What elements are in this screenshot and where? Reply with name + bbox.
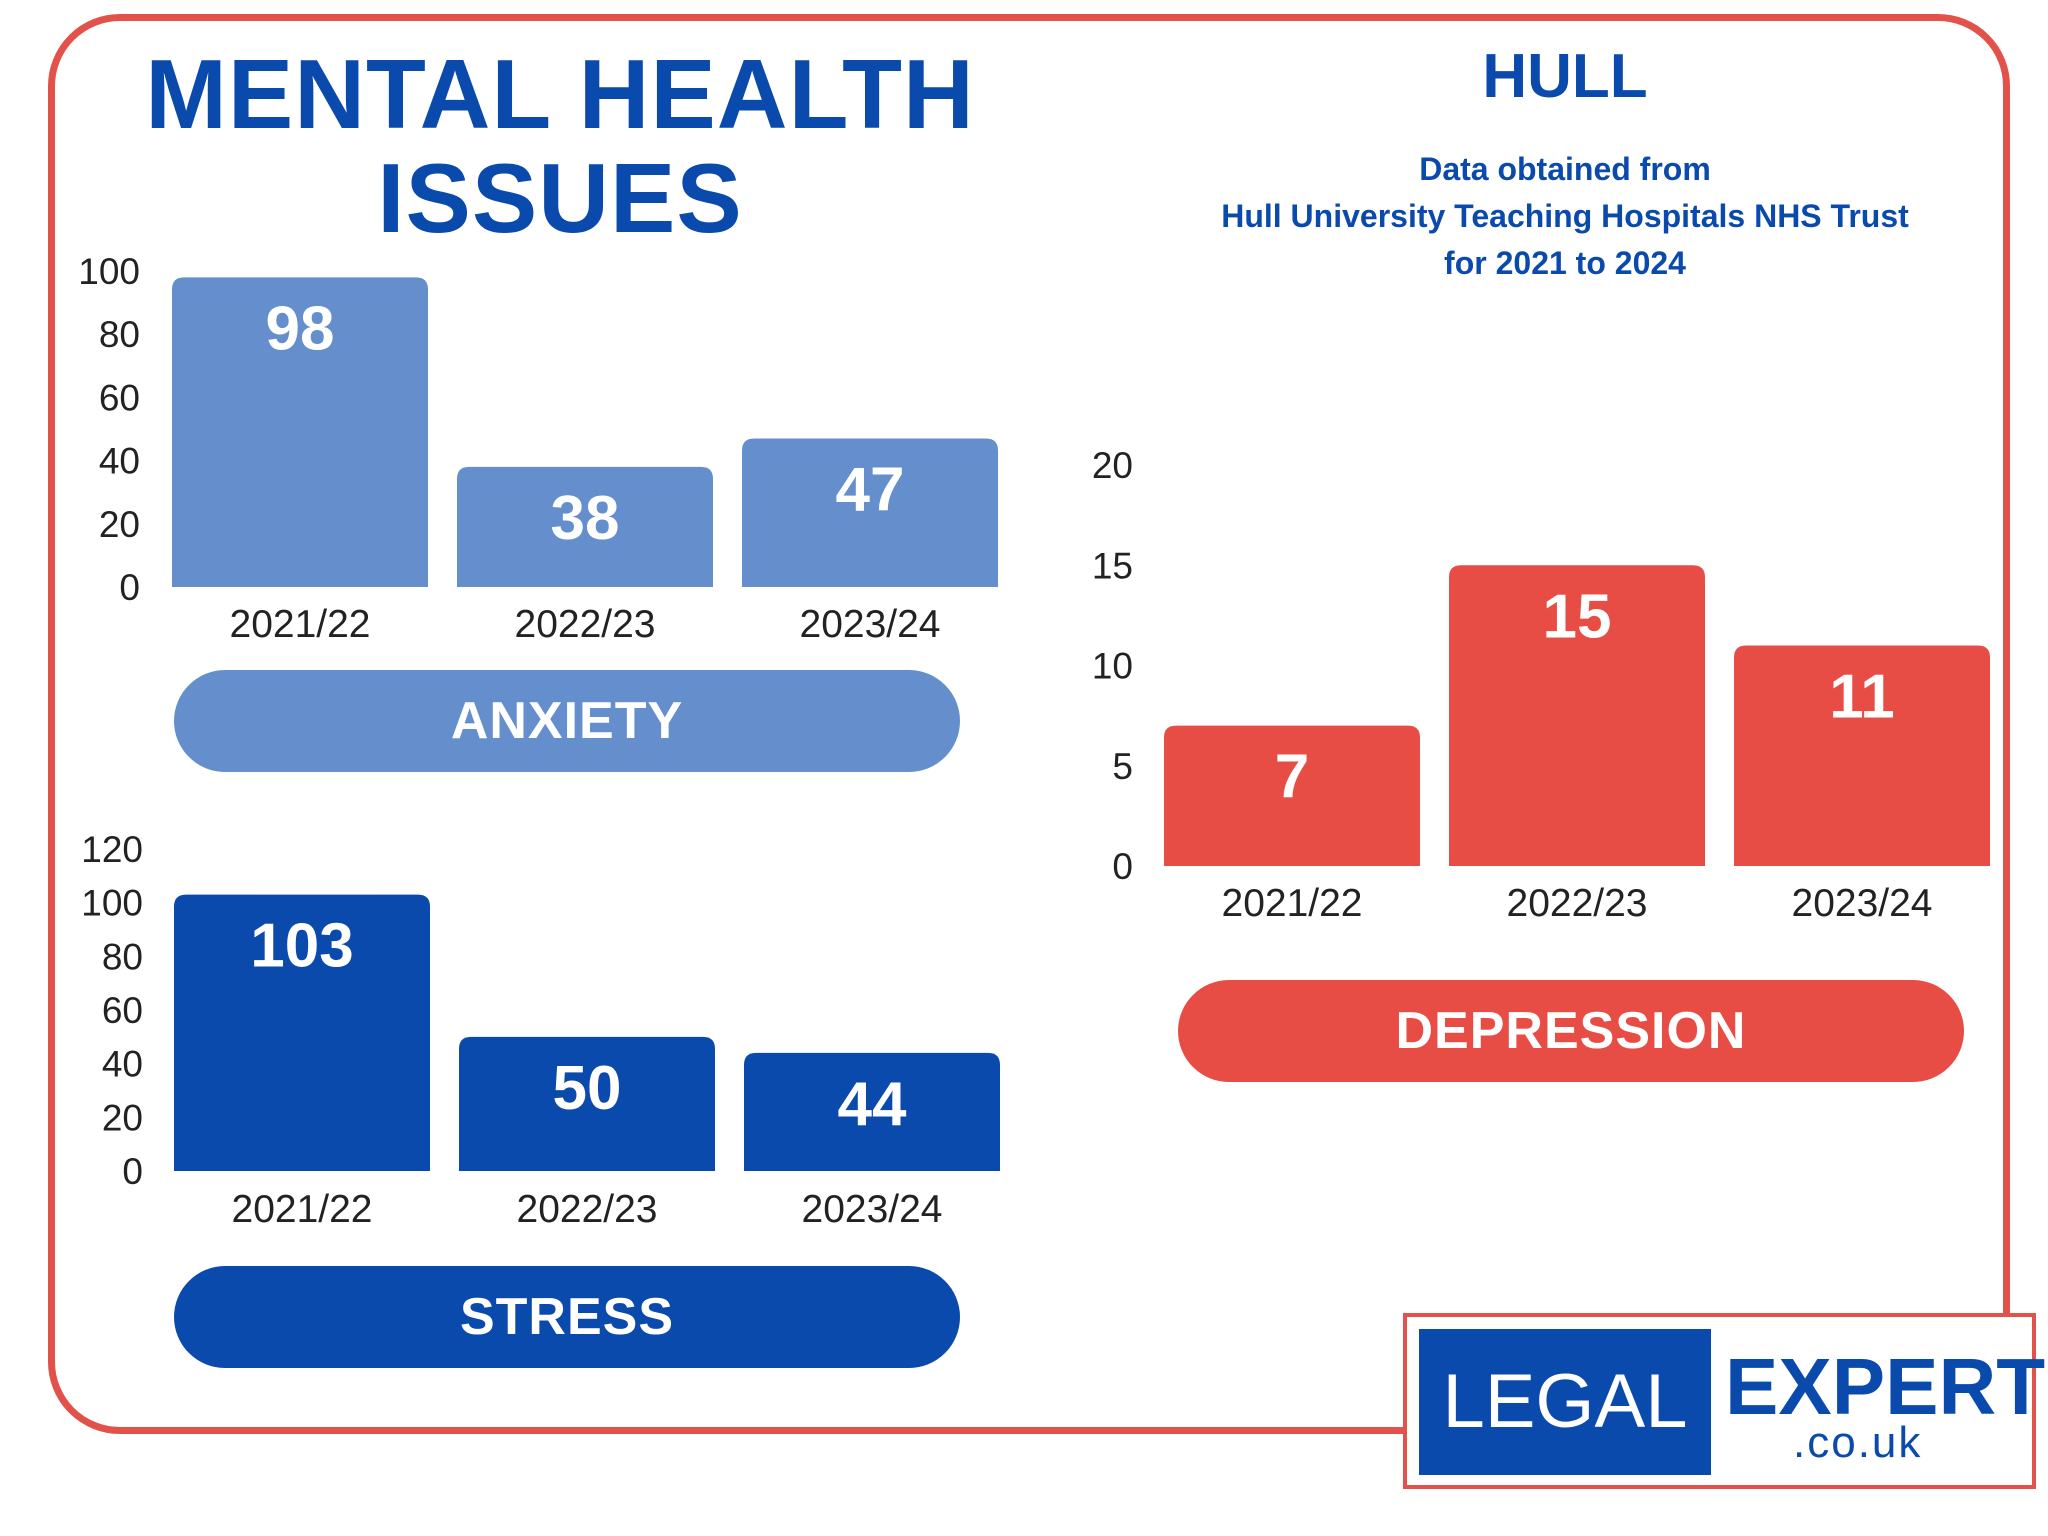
source-line-3: for 2021 to 2024 — [1444, 245, 1686, 281]
bar — [459, 1036, 715, 1171]
bar — [1164, 725, 1420, 866]
logo-legal-text: LEGAL — [1419, 1329, 1711, 1475]
city-title: HULL — [1482, 42, 1648, 111]
bar — [742, 438, 998, 587]
y-tick-label: 100 — [78, 251, 140, 292]
bar-value-label: 44 — [838, 1070, 907, 1139]
logo-domain-text: .co.uk — [1793, 1418, 1923, 1467]
y-tick-label: 0 — [119, 567, 140, 608]
anxiety-label-pill: ANXIETY — [174, 670, 960, 772]
y-tick-label: 80 — [102, 936, 143, 977]
y-tick-label: 10 — [1092, 646, 1133, 687]
bar — [172, 277, 428, 587]
title-line-2: ISSUES — [377, 143, 743, 253]
y-tick-label: 60 — [102, 990, 143, 1031]
bar-value-label: 47 — [836, 455, 905, 524]
x-category-label: 2022/23 — [517, 1188, 658, 1231]
bar-value-label: 103 — [250, 912, 353, 981]
y-tick-label: 20 — [1092, 445, 1133, 486]
bar-value-label: 7 — [1275, 743, 1309, 812]
bar — [1734, 645, 1990, 866]
bar — [457, 466, 713, 587]
y-tick-label: 80 — [99, 314, 140, 355]
x-category-label: 2021/22 — [1222, 882, 1363, 925]
x-category-label: 2021/22 — [232, 1188, 373, 1231]
x-category-label: 2021/22 — [230, 603, 371, 646]
y-tick-label: 5 — [1112, 746, 1133, 787]
y-tick-label: 120 — [81, 829, 143, 870]
legal-expert-logo: LEGAL EXPERT .co.uk — [1403, 1313, 2045, 1489]
bar-value-label: 38 — [551, 484, 620, 553]
title-line-1: MENTAL HEALTH — [145, 39, 975, 149]
depression-label-pill: DEPRESSION — [1178, 980, 1964, 1082]
source-note: Data obtained from Hull University Teach… — [1140, 146, 1990, 287]
y-tick-label: 15 — [1092, 545, 1133, 586]
bar — [1449, 565, 1705, 866]
bar-value-label: 98 — [266, 294, 335, 363]
source-line-1: Data obtained from — [1419, 151, 1711, 187]
x-category-label: 2022/23 — [515, 603, 656, 646]
stress-label-pill: STRESS — [174, 1266, 960, 1368]
x-category-label: 2022/23 — [1507, 882, 1648, 925]
x-category-label: 2023/24 — [802, 1188, 943, 1231]
source-line-2: Hull University Teaching Hospitals NHS T… — [1221, 198, 1909, 234]
y-tick-label: 0 — [1112, 846, 1133, 887]
y-tick-label: 20 — [99, 504, 140, 545]
bar-value-label: 50 — [553, 1054, 622, 1123]
x-category-label: 2023/24 — [1792, 882, 1933, 925]
y-tick-label: 20 — [102, 1097, 143, 1138]
y-tick-label: 40 — [102, 1044, 143, 1085]
bar — [174, 894, 430, 1171]
page-title: MENTAL HEALTH ISSUES — [110, 42, 1010, 250]
y-tick-label: 60 — [99, 377, 140, 418]
bar-value-label: 15 — [1543, 582, 1612, 651]
bar — [744, 1052, 1000, 1171]
y-tick-label: 100 — [81, 883, 143, 924]
logo-expert-text: EXPERT — [1725, 1342, 2046, 1431]
y-tick-label: 40 — [99, 441, 140, 482]
y-tick-label: 0 — [122, 1151, 143, 1192]
bar-value-label: 11 — [1829, 662, 1895, 731]
x-category-label: 2023/24 — [800, 603, 941, 646]
